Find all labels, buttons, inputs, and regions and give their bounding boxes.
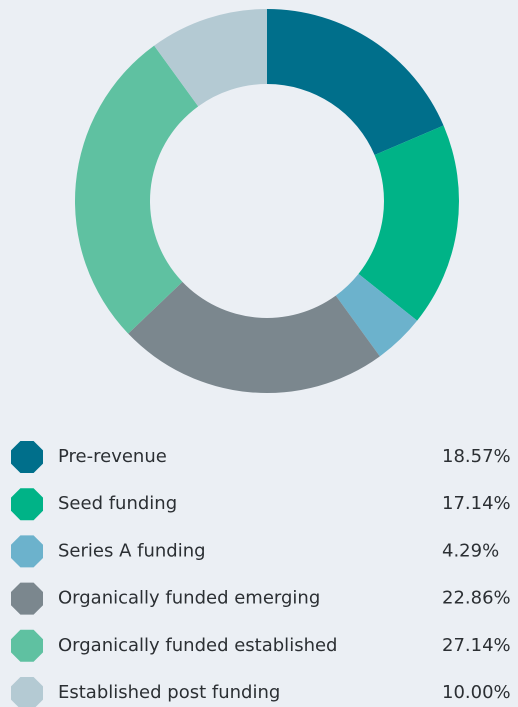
legend-label: Pre-revenue	[58, 446, 167, 467]
legend-value: 18.57%	[442, 446, 511, 467]
legend-value: 22.86%	[442, 588, 511, 609]
donut-slice	[358, 125, 460, 321]
legend-value: 10.00%	[442, 682, 511, 703]
legend-swatch	[11, 535, 43, 568]
donut-slice	[267, 9, 444, 156]
legend-swatch	[11, 677, 43, 707]
legend-label: Organically funded established	[58, 635, 337, 656]
legend-value: 4.29%	[442, 540, 499, 561]
legend-swatch	[11, 629, 43, 662]
donut-slice	[128, 281, 380, 393]
legend-label: Seed funding	[58, 493, 177, 514]
donut-slice	[154, 9, 267, 107]
donut-slice	[74, 45, 199, 334]
legend-value: 17.14%	[442, 493, 511, 514]
legend-label: Established post funding	[58, 682, 280, 703]
legend-swatch	[11, 582, 43, 615]
legend-swatch	[11, 441, 43, 473]
legend-label: Series A funding	[58, 540, 206, 561]
legend-swatch	[11, 488, 43, 521]
donut-slice	[335, 273, 418, 357]
legend-value: 27.14%	[442, 635, 511, 656]
legend-label: Organically funded emerging	[58, 588, 320, 609]
